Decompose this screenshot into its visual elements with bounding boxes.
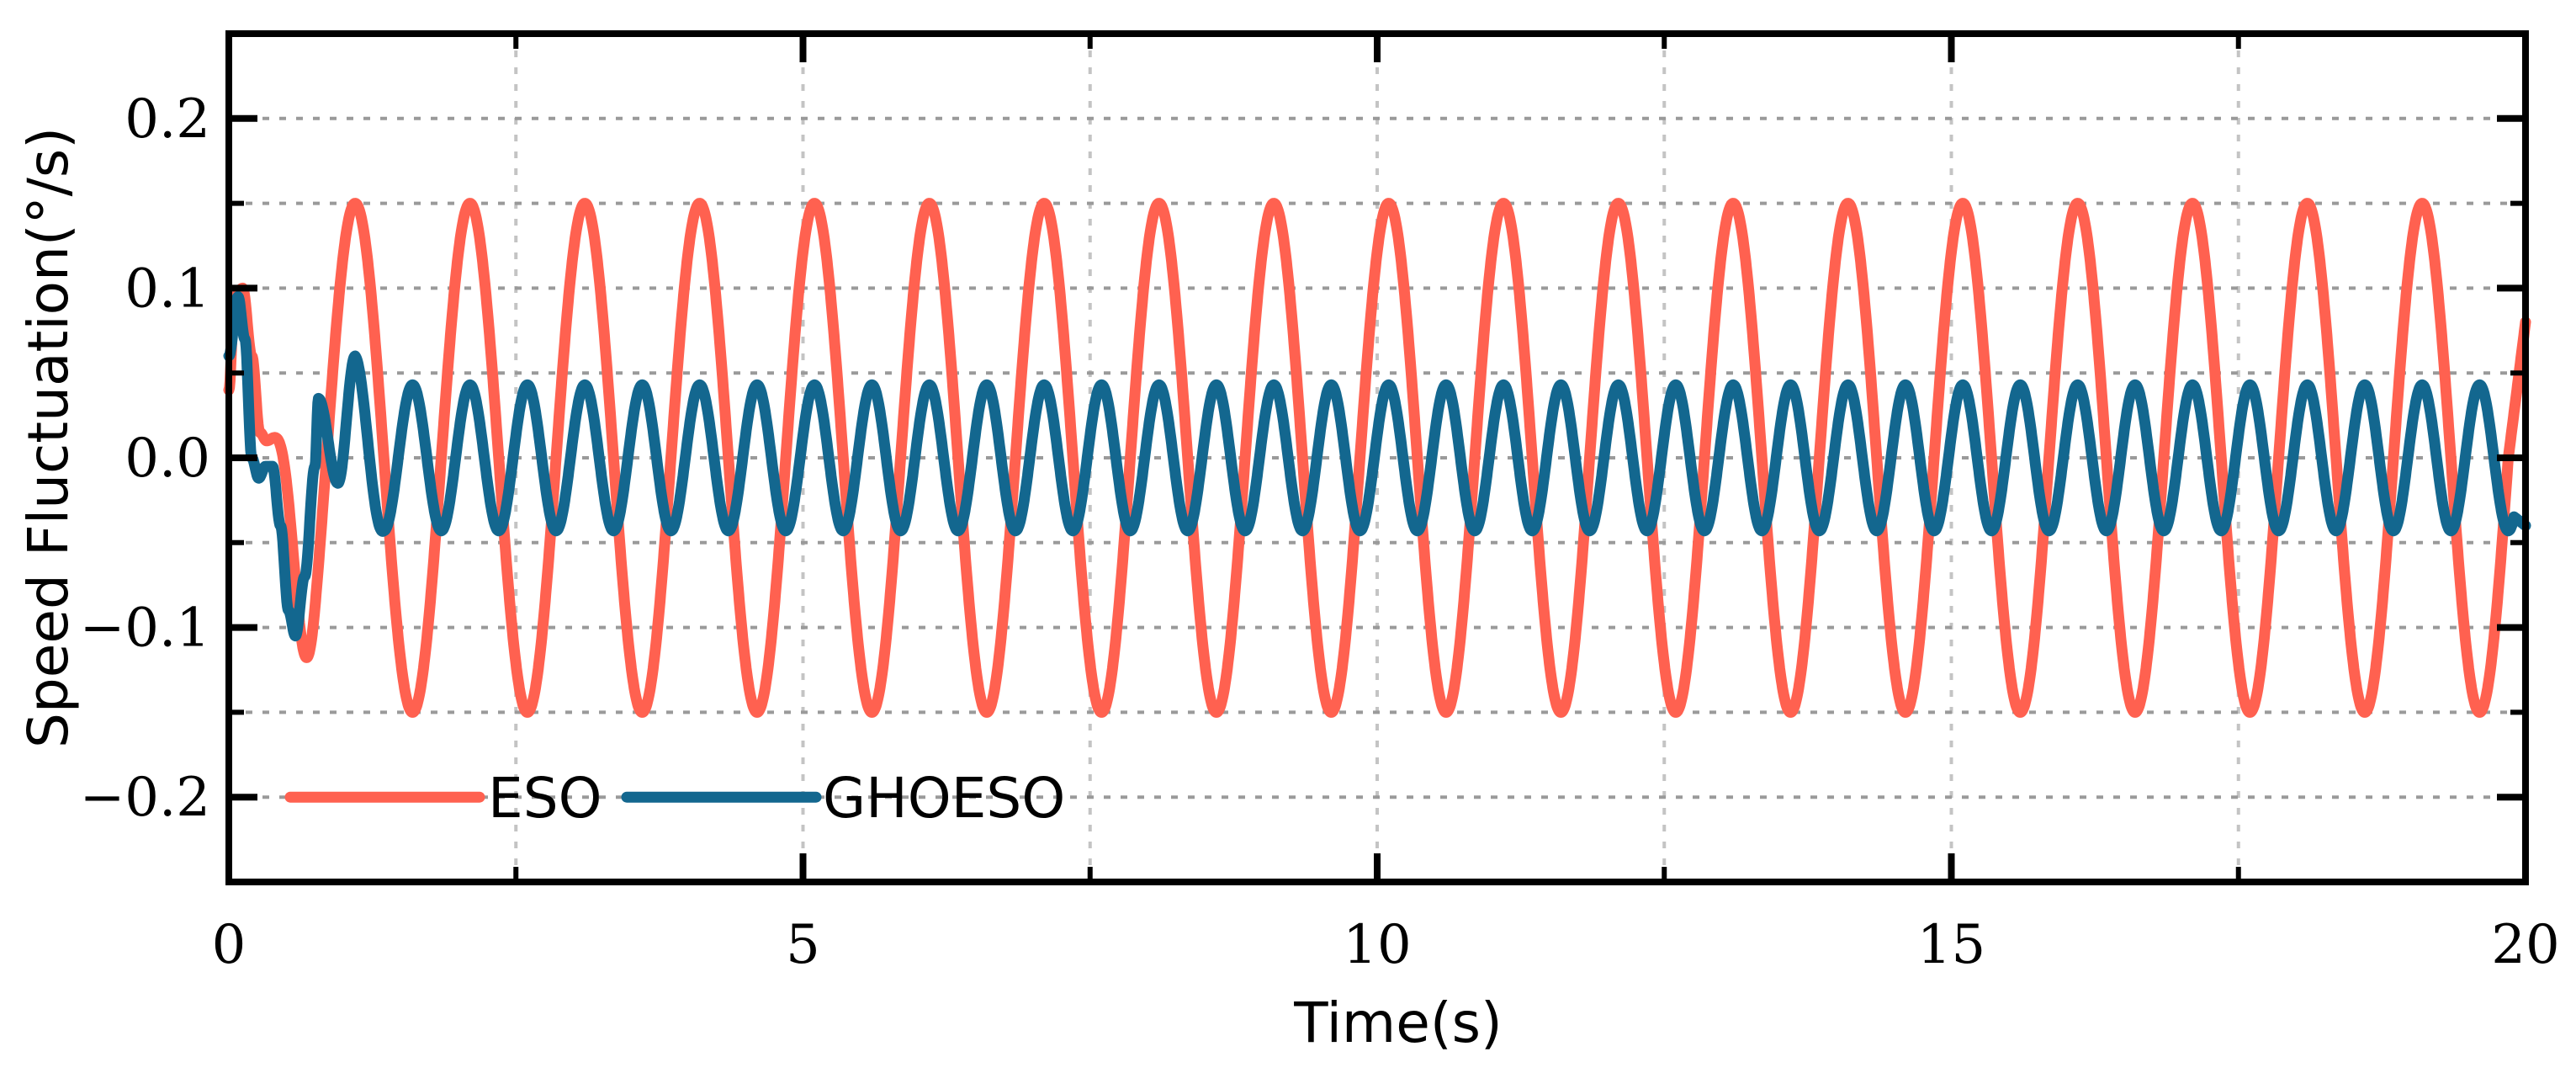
y-axis-title: Speed Fluctuation(°/s) xyxy=(16,127,81,748)
legend-label-eso: ESO xyxy=(488,766,602,831)
x-tick-label: 10 xyxy=(1343,914,1411,976)
y-tick-label: 0.0 xyxy=(125,428,210,490)
y-tick-label: −0.1 xyxy=(80,598,210,660)
x-tick-label: 20 xyxy=(2491,914,2559,976)
series-line-eso xyxy=(223,198,2531,718)
legend: ESO GHOESO xyxy=(284,766,1065,831)
x-tick-label: 0 xyxy=(212,914,246,976)
y-tick-label: −0.2 xyxy=(80,767,210,829)
legend-label-ghoeso: GHOESO xyxy=(823,766,1065,831)
x-tick-label: 5 xyxy=(786,914,820,976)
y-tick-label: 0.2 xyxy=(125,88,210,151)
series-lines xyxy=(223,198,2531,718)
x-axis-title: Time(s) xyxy=(1293,991,1502,1055)
axis-ticks xyxy=(225,34,2529,882)
tick-labels: 0 5 10 15 20 −0.2 −0.1 0.0 0.1 0.2 xyxy=(80,88,2560,976)
y-tick-label: 0.1 xyxy=(125,258,210,320)
x-tick-label: 15 xyxy=(1917,914,1985,976)
series-line-ghoeso xyxy=(223,291,2531,642)
